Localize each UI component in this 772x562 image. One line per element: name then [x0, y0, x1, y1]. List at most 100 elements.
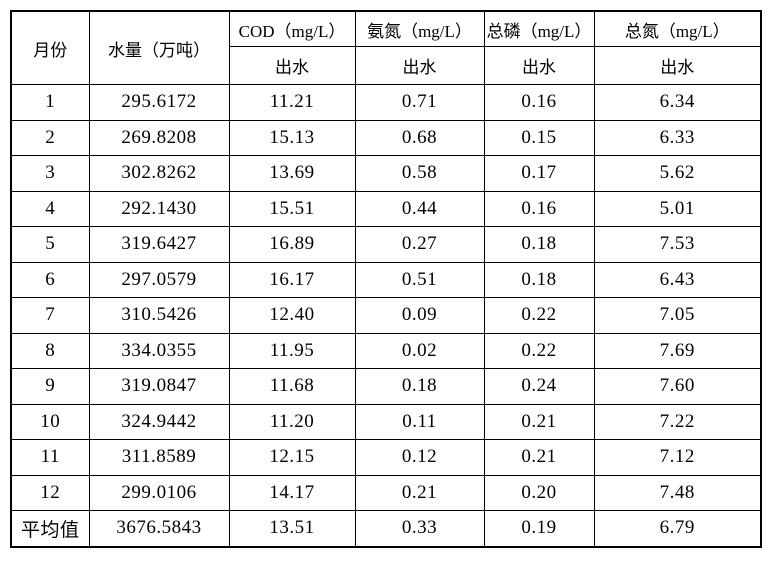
value-cell: 0.17: [483, 155, 595, 192]
value-cell: 7.48: [593, 474, 762, 511]
value-cell: 0.21: [483, 403, 595, 440]
value-cell: 0.22: [483, 297, 595, 334]
month-cell: 10: [10, 403, 90, 440]
value-cell: 0.21: [483, 439, 595, 476]
sub-header-nitrogen-outflow: 出水: [593, 46, 762, 85]
month-cell: 3: [10, 155, 90, 192]
value-cell: 0.09: [354, 297, 485, 334]
value-cell: 6.43: [593, 261, 762, 298]
sub-header-ammonia-outflow: 出水: [354, 46, 485, 85]
value-cell: 7.05: [593, 297, 762, 334]
col-header-total-phosphorus: 总磷（mg/L）: [483, 10, 595, 47]
table-row: 8 334.0355 11.95 0.02 0.22 7.69: [10, 332, 762, 369]
table-row-average: 平均值 3676.5843 13.51 0.33 0.19 6.79: [10, 510, 762, 547]
table-row: 10 324.9442 11.20 0.11 0.21 7.22: [10, 403, 762, 440]
col-header-ammonia-nitrogen: 氨氮（mg/L）: [354, 10, 485, 47]
header-row-sub: 出水 出水 出水 出水: [11, 46, 762, 85]
value-cell: 6.34: [593, 84, 762, 121]
value-cell: 13.69: [228, 155, 356, 192]
month-cell: 8: [10, 332, 90, 369]
table-row: 3 302.8262 13.69 0.58 0.17 5.62: [10, 155, 762, 192]
month-cell: 1: [10, 84, 90, 121]
table-row: 9 319.0847 11.68 0.18 0.24 7.60: [10, 368, 762, 405]
table-row: 12 299.0106 14.17 0.21 0.20 7.48: [10, 474, 762, 511]
value-cell: 7.60: [593, 368, 762, 405]
value-cell: 3676.5843: [88, 510, 230, 547]
table-body: 1 295.6172 11.21 0.71 0.16 6.34 2 269.8208 15.13…: [10, 84, 762, 547]
table-row: 2 269.8208 15.13 0.68 0.15 6.33: [10, 119, 762, 156]
value-cell: 0.21: [354, 474, 485, 511]
value-cell: 310.5426: [88, 297, 230, 334]
value-cell: 334.0355: [88, 332, 230, 369]
value-cell: 0.24: [483, 368, 595, 405]
month-cell: 平均值: [10, 510, 90, 547]
value-cell: 15.13: [228, 119, 356, 156]
month-cell: 11: [10, 439, 90, 476]
value-cell: 302.8262: [88, 155, 230, 192]
table-header: 月份 水量（万吨） COD（mg/L） 氨氮（mg/L） 总磷（mg/L） 总氮…: [10, 10, 762, 85]
value-cell: 16.17: [228, 261, 356, 298]
value-cell: 319.0847: [88, 368, 230, 405]
value-cell: 0.33: [354, 510, 485, 547]
month-cell: 12: [10, 474, 90, 511]
value-cell: 0.02: [354, 332, 485, 369]
sub-header-phosphorus-outflow: 出水: [483, 46, 595, 85]
value-cell: 7.12: [593, 439, 762, 476]
col-header-total-nitrogen: 总氮（mg/L）: [593, 10, 762, 47]
value-cell: 5.01: [593, 190, 762, 227]
value-cell: 0.27: [354, 226, 485, 263]
value-cell: 11.95: [228, 332, 356, 369]
header-row-main: 月份 水量（万吨） COD（mg/L） 氨氮（mg/L） 总磷（mg/L） 总氮…: [10, 10, 762, 85]
value-cell: 0.15: [483, 119, 595, 156]
month-cell: 7: [10, 297, 90, 334]
value-cell: 12.40: [228, 297, 356, 334]
value-cell: 6.33: [593, 119, 762, 156]
col-header-month: 月份: [10, 10, 90, 85]
value-cell: 0.20: [483, 474, 595, 511]
table-row: 4 292.1430 15.51 0.44 0.16 5.01: [10, 190, 762, 227]
value-cell: 5.62: [593, 155, 762, 192]
value-cell: 0.18: [483, 226, 595, 263]
table-row: 1 295.6172 11.21 0.71 0.16 6.34: [10, 84, 762, 121]
value-cell: 11.20: [228, 403, 356, 440]
value-cell: 0.19: [483, 510, 595, 547]
value-cell: 7.69: [593, 332, 762, 369]
month-cell: 6: [10, 261, 90, 298]
monthly-water-quality-table: 月份 水量（万吨） COD（mg/L） 氨氮（mg/L） 总磷（mg/L） 总氮…: [10, 10, 762, 548]
value-cell: 0.18: [354, 368, 485, 405]
value-cell: 14.17: [228, 474, 356, 511]
value-cell: 0.16: [483, 84, 595, 121]
value-cell: 12.15: [228, 439, 356, 476]
month-cell: 5: [10, 226, 90, 263]
value-cell: 0.44: [354, 190, 485, 227]
value-cell: 319.6427: [88, 226, 230, 263]
value-cell: 297.0579: [88, 261, 230, 298]
value-cell: 15.51: [228, 190, 356, 227]
value-cell: 0.12: [354, 439, 485, 476]
value-cell: 11.21: [228, 84, 356, 121]
value-cell: 11.68: [228, 368, 356, 405]
value-cell: 13.51: [228, 510, 356, 547]
month-cell: 9: [10, 368, 90, 405]
month-cell: 2: [10, 119, 90, 156]
value-cell: 0.68: [354, 119, 485, 156]
value-cell: 292.1430: [88, 190, 230, 227]
value-cell: 0.22: [483, 332, 595, 369]
value-cell: 0.51: [354, 261, 485, 298]
table-row: 11 311.8589 12.15 0.12 0.21 7.12: [10, 439, 762, 476]
month-cell: 4: [10, 190, 90, 227]
value-cell: 311.8589: [88, 439, 230, 476]
value-cell: 7.22: [593, 403, 762, 440]
value-cell: 295.6172: [88, 84, 230, 121]
col-header-cod: COD（mg/L）: [228, 10, 356, 47]
table-row: 5 319.6427 16.89 0.27 0.18 7.53: [10, 226, 762, 263]
value-cell: 0.16: [483, 190, 595, 227]
value-cell: 324.9442: [88, 403, 230, 440]
value-cell: 0.11: [354, 403, 485, 440]
monthly-water-quality-table-container: 月份 水量（万吨） COD（mg/L） 氨氮（mg/L） 总磷（mg/L） 总氮…: [10, 10, 762, 548]
value-cell: 0.58: [354, 155, 485, 192]
value-cell: 269.8208: [88, 119, 230, 156]
value-cell: 299.0106: [88, 474, 230, 511]
value-cell: 0.18: [483, 261, 595, 298]
value-cell: 6.79: [593, 510, 762, 547]
